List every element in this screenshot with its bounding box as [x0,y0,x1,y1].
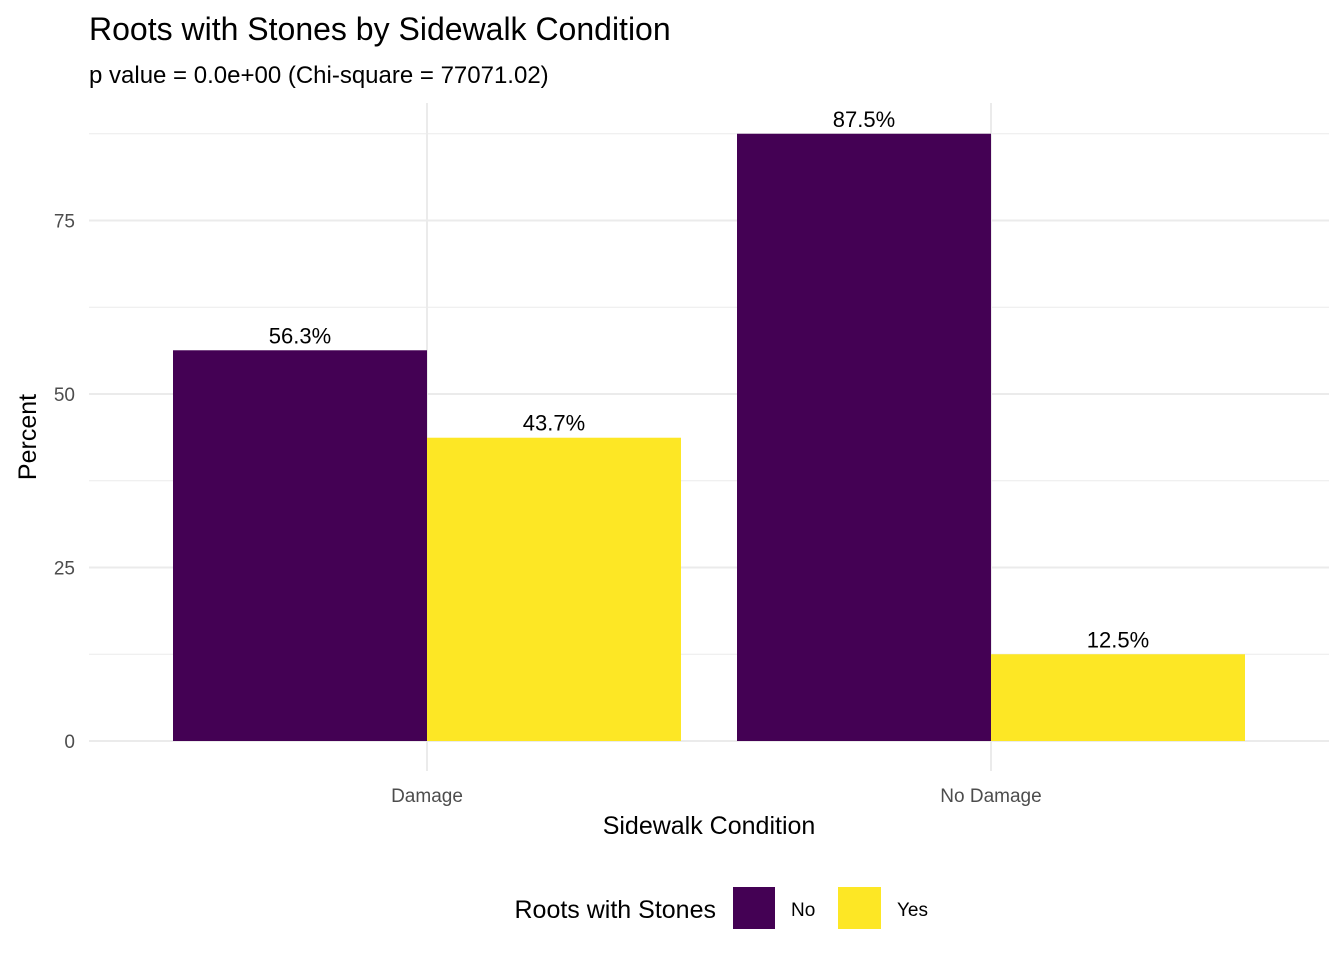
legend-swatch-yes [838,887,881,929]
x-tick-label: No Damage [940,786,1041,807]
y-axis-ticks: 0 25 50 75 [54,212,75,754]
bar [991,654,1245,741]
bar-value-label: 87.5% [833,107,895,132]
bar-value-label: 12.5% [1087,627,1149,652]
chart-subtitle: p value = 0.0e+00 (Chi-square = 77071.02… [89,62,549,89]
bar-value-label: 43.7% [523,411,585,436]
x-axis-title: Sidewalk Condition [603,812,816,840]
x-axis-ticks: Damage No Damage [391,786,1042,807]
bar [737,133,991,741]
legend-swatch-no [733,887,775,929]
bar-labels: 56.3% 87.5% 43.7% 12.5% [269,107,1149,653]
y-tick-label: 75 [54,212,75,233]
y-tick-label: 0 [64,732,75,753]
y-tick-label: 25 [54,559,75,580]
legend: Roots with Stones No Yes [515,887,928,929]
bar-value-label: 56.3% [269,323,331,348]
bar [427,437,681,741]
bars [173,133,1245,741]
legend-title: Roots with Stones [515,896,717,924]
legend-label-yes: Yes [897,900,928,921]
bar [173,350,427,741]
legend-label-no: No [791,900,815,921]
chart-title: Roots with Stones by Sidewalk Condition [89,11,671,47]
x-tick-label: Damage [391,786,463,807]
y-tick-label: 50 [54,385,75,406]
y-axis-title: Percent [14,394,42,480]
